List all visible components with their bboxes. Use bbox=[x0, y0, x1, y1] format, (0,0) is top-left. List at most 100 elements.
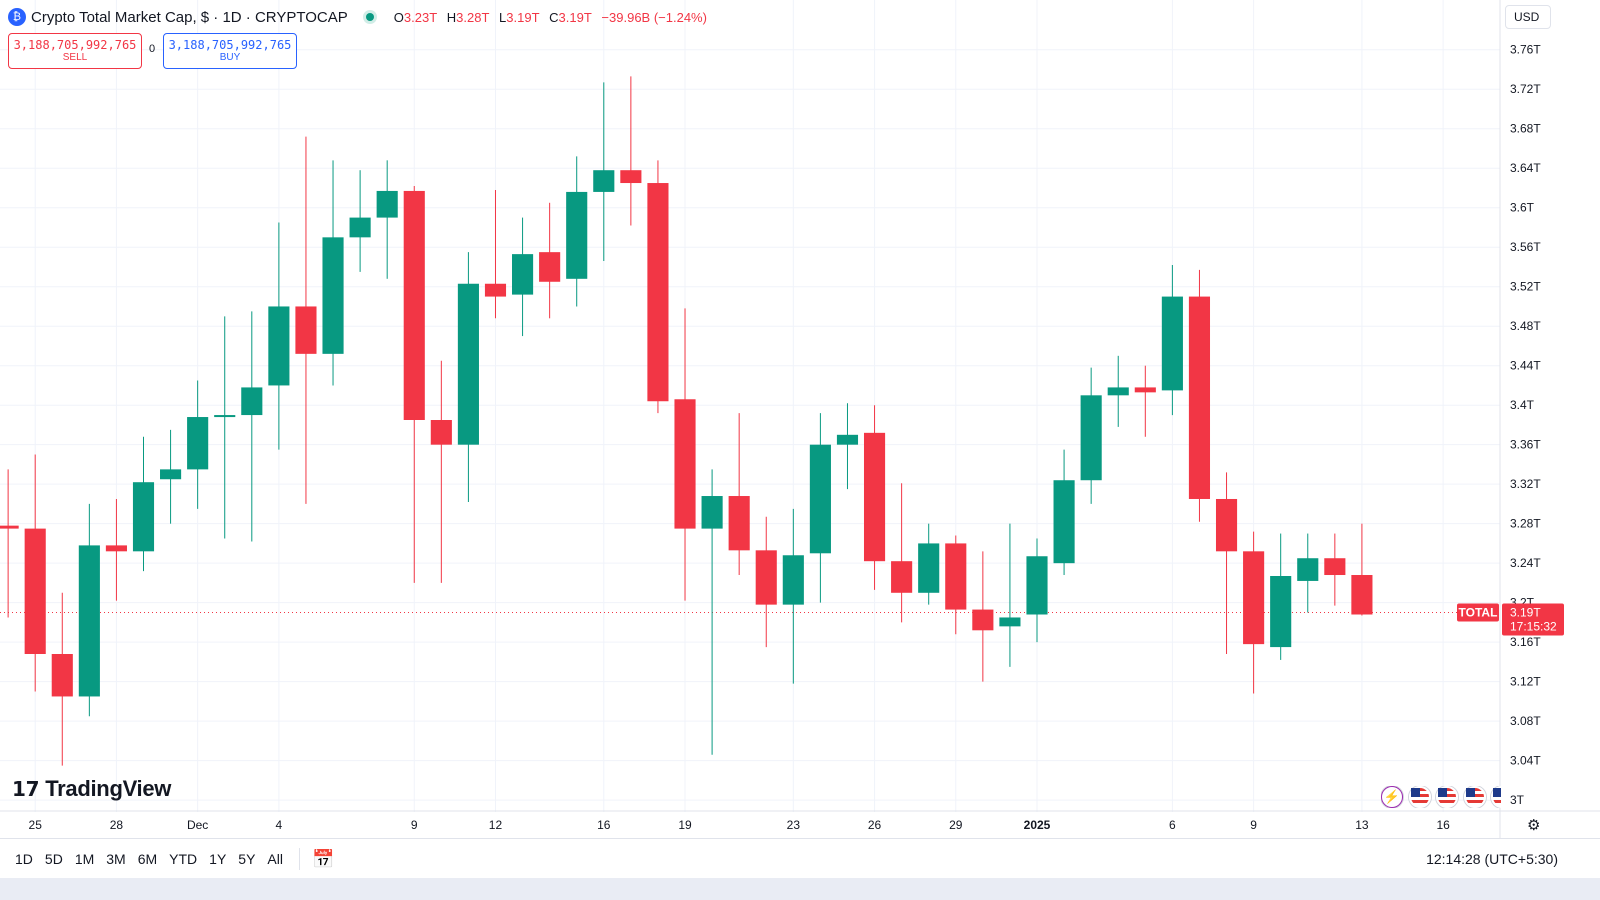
candle[interactable] bbox=[945, 535, 967, 635]
candle-body bbox=[1161, 296, 1183, 391]
candle[interactable] bbox=[1161, 264, 1183, 416]
symbol-title[interactable]: Crypto Total Market Cap, $ · 1D · CRYPTO… bbox=[31, 8, 348, 26]
candle[interactable] bbox=[24, 454, 46, 692]
us-flag-icon[interactable] bbox=[1491, 786, 1501, 808]
candle[interactable] bbox=[1215, 472, 1238, 654]
candle[interactable] bbox=[430, 360, 452, 583]
candle-body bbox=[863, 432, 886, 562]
candle[interactable] bbox=[701, 469, 723, 755]
range-5d[interactable]: 5D bbox=[44, 851, 63, 867]
candle-body bbox=[376, 190, 398, 218]
candle-body bbox=[1107, 387, 1129, 396]
open-label: O bbox=[393, 9, 404, 25]
candle-body bbox=[918, 543, 940, 593]
candle-body bbox=[1243, 551, 1265, 645]
candle[interactable] bbox=[674, 308, 696, 601]
lightning-icon[interactable]: ⚡ bbox=[1381, 786, 1403, 808]
last-price-value: 3.19T bbox=[1510, 606, 1541, 620]
candle[interactable] bbox=[539, 202, 561, 319]
candle[interactable] bbox=[782, 508, 804, 684]
us-flag-icon[interactable] bbox=[1408, 786, 1431, 808]
time-tick-label: 26 bbox=[868, 818, 882, 832]
candle[interactable] bbox=[972, 551, 994, 682]
price-tick-label: 3.52T bbox=[1510, 280, 1541, 294]
us-flag-icon[interactable] bbox=[1463, 786, 1486, 808]
market-status-icon[interactable] bbox=[365, 13, 374, 21]
candle[interactable] bbox=[105, 498, 127, 601]
candle[interactable] bbox=[620, 76, 642, 226]
range-ytd[interactable]: YTD bbox=[169, 851, 198, 867]
range-3m[interactable]: 3M bbox=[106, 851, 126, 867]
candle[interactable] bbox=[918, 523, 940, 605]
candle[interactable] bbox=[241, 311, 263, 542]
candle[interactable] bbox=[1053, 449, 1075, 576]
currency-selector[interactable]: USD bbox=[1505, 5, 1551, 29]
bitcoin-logo-icon[interactable]: ₿ bbox=[8, 8, 26, 26]
time-tick-label: 23 bbox=[787, 818, 801, 832]
buy-price: 3,188,705,992,765 bbox=[168, 38, 292, 52]
timezone-clock[interactable]: 12:14:28 (UTC+5:30) bbox=[1426, 851, 1558, 867]
candle[interactable] bbox=[1080, 367, 1102, 504]
range-6m[interactable]: 6M bbox=[137, 851, 158, 867]
candle[interactable] bbox=[1134, 365, 1156, 437]
candle[interactable] bbox=[566, 156, 588, 307]
range-5y[interactable]: 5Y bbox=[238, 851, 256, 867]
candle[interactable] bbox=[349, 170, 371, 272]
candle[interactable] bbox=[187, 380, 209, 509]
candle[interactable] bbox=[836, 403, 859, 490]
candle[interactable] bbox=[403, 186, 425, 583]
candle[interactable] bbox=[295, 136, 317, 504]
range-1m[interactable]: 1M bbox=[74, 851, 95, 867]
range-1y[interactable]: 1Y bbox=[209, 851, 227, 867]
price-tick-label: 3.04T bbox=[1510, 754, 1541, 768]
candle[interactable] bbox=[132, 436, 155, 572]
candle[interactable] bbox=[647, 160, 669, 414]
candle[interactable] bbox=[322, 160, 344, 386]
tradingview-logo[interactable]: 17 TradingView bbox=[12, 776, 171, 802]
candle[interactable] bbox=[755, 516, 777, 648]
sell-button[interactable]: 3,188,705,992,765 SELL bbox=[8, 33, 142, 69]
candle[interactable] bbox=[999, 523, 1021, 667]
candle[interactable] bbox=[268, 222, 290, 450]
candle[interactable] bbox=[1188, 269, 1211, 522]
range-all[interactable]: All bbox=[267, 851, 283, 867]
symbol-legend: ₿ Crypto Total Market Cap, $ · 1D · CRYP… bbox=[8, 6, 707, 28]
candle[interactable] bbox=[1351, 523, 1373, 616]
us-flag-icon[interactable] bbox=[1436, 786, 1458, 808]
candle[interactable] bbox=[1270, 533, 1292, 660]
close-value: 3.19T bbox=[558, 9, 592, 25]
candle[interactable] bbox=[51, 592, 73, 766]
candle[interactable] bbox=[376, 160, 398, 279]
buy-button[interactable]: 3,188,705,992,765 BUY bbox=[163, 33, 297, 69]
low-label: L bbox=[499, 9, 507, 25]
range-1d[interactable]: 1D bbox=[15, 851, 33, 867]
candle[interactable] bbox=[809, 413, 831, 603]
candle[interactable] bbox=[214, 316, 236, 539]
candle[interactable] bbox=[457, 252, 479, 502]
price-tick-label: 3.4T bbox=[1510, 398, 1535, 412]
candle-body bbox=[241, 387, 263, 416]
candle[interactable] bbox=[1324, 533, 1346, 606]
calendar-icon[interactable]: 📅 bbox=[311, 848, 335, 869]
candle-body bbox=[187, 417, 209, 470]
candle[interactable] bbox=[78, 503, 100, 717]
candle[interactable] bbox=[891, 483, 913, 623]
candle[interactable] bbox=[1026, 538, 1048, 643]
candle[interactable] bbox=[512, 217, 534, 337]
candle[interactable] bbox=[160, 429, 182, 524]
candlestick-chart[interactable]: 3.76T 3.72T 3.68T 3.64T 3.6T 3.56T 3.52T 3.48T 3… bbox=[0, 0, 1600, 838]
candle[interactable] bbox=[1297, 533, 1319, 613]
sell-price: 3,188,705,992,765 bbox=[13, 38, 137, 52]
candle[interactable] bbox=[484, 189, 507, 319]
candle[interactable] bbox=[728, 413, 750, 576]
candle[interactable] bbox=[863, 405, 886, 590]
candle[interactable] bbox=[1243, 531, 1265, 694]
candle[interactable] bbox=[0, 469, 19, 618]
candle[interactable] bbox=[593, 82, 615, 262]
time-tick-label: 9 bbox=[1250, 818, 1257, 832]
candle-body bbox=[268, 306, 290, 386]
candle[interactable] bbox=[1107, 355, 1129, 427]
gear-icon[interactable]: ⚙ bbox=[1527, 817, 1541, 834]
symbol-price-tag[interactable]: TOTAL bbox=[1457, 603, 1499, 622]
